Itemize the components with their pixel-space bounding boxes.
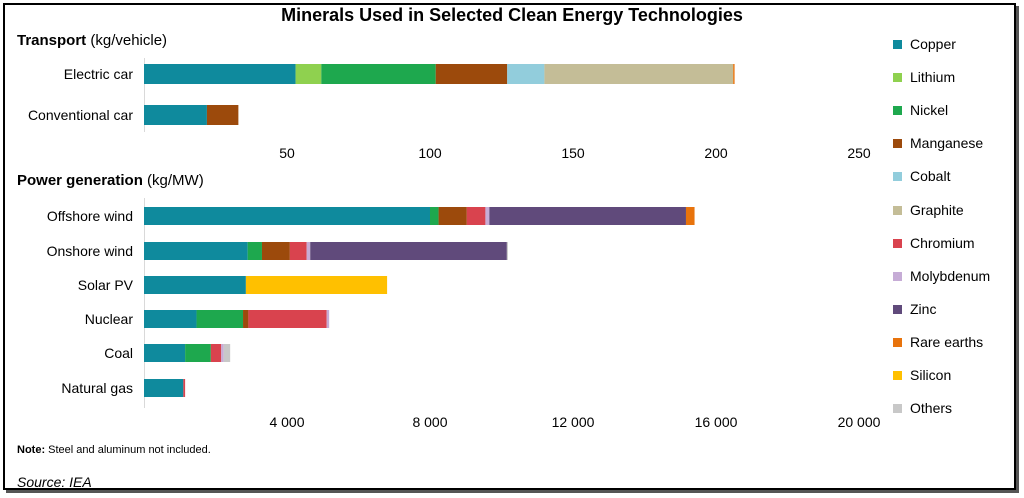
power-unit: (kg/MW) — [147, 172, 204, 189]
chart-title: Minerals Used in Selected Clean Energy T… — [281, 5, 743, 25]
transport-unit: (kg/vehicle) — [90, 32, 168, 49]
power-bar-offshore-wind-rare-earths — [685, 207, 695, 225]
power-x-tick-label: 20 000 — [838, 414, 881, 430]
power-bar-solar-pv-copper — [144, 276, 246, 294]
transport-x-tick-label: 100 — [418, 145, 442, 161]
power-bar-nuclear-copper — [144, 310, 197, 328]
transport-x-tick-label: 200 — [704, 145, 728, 161]
transport-x-tick-label: 50 — [279, 145, 295, 161]
power-bar-nuclear-nickel — [196, 310, 244, 328]
transport-title: Transport — [17, 32, 87, 49]
power-bar-onshore-wind-copper — [144, 242, 248, 260]
power-bar-onshore-wind-manganese — [261, 242, 290, 260]
transport-bar-electric-car-nickel — [321, 64, 436, 84]
legend-swatch-manganese — [893, 139, 902, 149]
power-bar-offshore-wind-chromium — [466, 207, 486, 225]
legend-label-nickel: Nickel — [910, 102, 949, 119]
transport-category-label-electric-car: Electric car — [64, 66, 134, 82]
transport-bar-electric-car-cobalt — [507, 64, 545, 84]
power-category-label-solar-pv: Solar PV — [78, 277, 134, 293]
transport-bar-conventional-car-manganese — [206, 105, 239, 125]
transport-bar-electric-car-lithium — [295, 64, 322, 84]
power-bar-natural-gas-copper — [144, 379, 184, 397]
power-bar-nuclear-molybdenum — [326, 310, 330, 328]
power-bar-coal-others — [223, 344, 231, 362]
legend-swatch-cobalt — [893, 172, 902, 182]
power-bar-offshore-wind-molybdenum — [485, 207, 490, 225]
legend-label-molybdenum: Molybdenum — [910, 267, 991, 284]
power-category-label-natural-gas: Natural gas — [61, 380, 133, 396]
power-category-label-onshore-wind: Onshore wind — [47, 243, 133, 259]
power-bar-offshore-wind-zinc — [489, 207, 686, 225]
transport-bar-electric-car-manganese — [435, 64, 508, 84]
transport-x-tick-label: 250 — [847, 145, 871, 161]
legend-swatch-graphite — [893, 205, 902, 215]
chart-note: Note: Steel and aluminum not included. — [17, 444, 211, 456]
legend-swatch-rare-earths — [893, 337, 902, 347]
power-heading: Power generation (kg/MW) — [17, 172, 204, 189]
power-category-label-nuclear: Nuclear — [85, 311, 134, 327]
power-category-label-offshore-wind: Offshore wind — [47, 208, 133, 224]
power-bar-onshore-wind-nickel — [247, 242, 262, 260]
power-bar-coal-chromium — [210, 344, 222, 362]
transport-x-tick-label: 150 — [561, 145, 585, 161]
transport-bar-electric-car-graphite — [544, 64, 734, 84]
power-x-tick-label: 8 000 — [412, 414, 447, 430]
power-bar-offshore-wind-nickel — [430, 207, 439, 225]
legend-swatch-nickel — [893, 106, 902, 116]
power-bar-onshore-wind-others — [506, 242, 508, 260]
legend-swatch-copper — [893, 40, 902, 49]
legend-swatch-silicon — [893, 371, 902, 380]
legend-label-chromium: Chromium — [910, 234, 975, 251]
power-bar-offshore-wind-copper — [144, 207, 430, 225]
power-bar-nuclear-manganese — [243, 310, 249, 328]
legend-label-cobalt: Cobalt — [910, 168, 951, 185]
legend-swatch-zinc — [893, 304, 902, 314]
transport-bar-conventional-car-copper — [144, 105, 207, 125]
legend-swatch-chromium — [893, 238, 902, 248]
legend-label-manganese: Manganese — [910, 135, 984, 152]
power-x-tick-label: 16 000 — [695, 414, 738, 430]
power-category-label-coal: Coal — [104, 345, 133, 361]
power-bar-solar-pv-silicon — [245, 276, 388, 294]
legend-label-zinc: Zinc — [910, 300, 937, 317]
power-x-tick-label: 12 000 — [552, 414, 595, 430]
power-bar-coal-molybdenum — [221, 344, 224, 362]
legend-swatch-others — [893, 404, 902, 414]
power-bar-natural-gas-chromium — [183, 379, 186, 397]
power-bar-onshore-wind-zinc — [310, 242, 507, 260]
legend-swatch-lithium — [893, 73, 902, 83]
legend-label-others: Others — [910, 400, 953, 417]
legend-swatch-molybdenum — [893, 271, 902, 281]
transport-category-label-conventional-car: Conventional car — [28, 107, 133, 123]
transport-bar-electric-car-copper — [144, 64, 296, 84]
legend-label-copper: Copper — [910, 36, 956, 52]
power-bar-offshore-wind-manganese — [438, 207, 467, 225]
transport-heading: Transport (kg/vehicle) — [17, 32, 167, 49]
legend-label-rare-earths: Rare earths — [910, 333, 984, 350]
legend-label-graphite: Graphite — [910, 201, 964, 218]
power-title: Power generation — [17, 172, 143, 189]
chart-source: Source: IEA — [17, 474, 92, 490]
note-label: Note: — [17, 444, 46, 456]
power-bar-coal-copper — [144, 344, 186, 362]
note-text: Steel and aluminum not included. — [45, 444, 211, 456]
power-bar-nuclear-chromium — [248, 310, 327, 328]
power-x-tick-label: 4 000 — [269, 414, 304, 430]
legend-label-lithium: Lithium — [910, 69, 956, 86]
power-bar-onshore-wind-molybdenum — [306, 242, 311, 260]
legend-label-silicon: Silicon — [910, 367, 952, 383]
power-bar-coal-nickel — [185, 344, 211, 362]
power-bar-onshore-wind-chromium — [289, 242, 307, 260]
transport-bar-electric-car-rare-earths — [733, 64, 735, 84]
